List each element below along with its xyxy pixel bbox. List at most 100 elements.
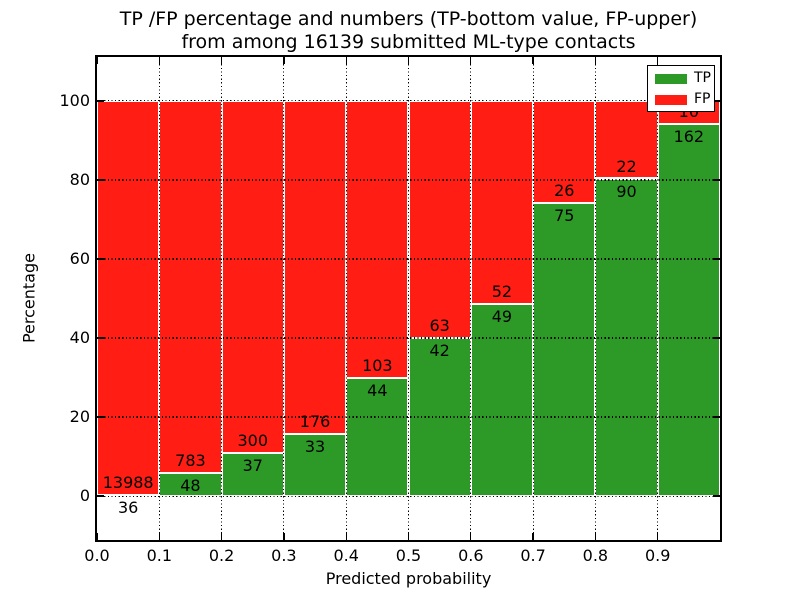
bar-value-label-fp: 63 xyxy=(429,316,450,336)
x-tick-label: 0.4 xyxy=(333,546,359,565)
y-tick-mark-right xyxy=(713,495,720,497)
x-tick-mark-bottom xyxy=(657,533,659,540)
x-tick-mark-top xyxy=(345,57,347,64)
bar-value-label-fp: 300 xyxy=(237,430,269,450)
y-tick-mark-right xyxy=(713,416,720,418)
bar-segment-fp xyxy=(346,100,409,378)
chart-title-line1: TP /FP percentage and numbers (TP-bottom… xyxy=(119,8,698,30)
x-tick-mark-top xyxy=(594,57,597,64)
tp-swatch-icon xyxy=(655,73,687,84)
gridline-vertical xyxy=(283,57,285,540)
x-tick-label: 0.5 xyxy=(395,546,422,565)
y-tick-mark-left xyxy=(97,416,104,418)
bar-value-label-tp: 44 xyxy=(367,380,388,400)
bar-value-label-fp: 22 xyxy=(616,156,637,176)
x-tick-label: 0.8 xyxy=(582,546,609,565)
bar-value-label-fp: 783 xyxy=(175,451,206,471)
bar-segment-fp xyxy=(221,100,284,453)
y-tick-mark-left xyxy=(97,495,104,497)
x-axis-label: Predicted probability xyxy=(325,569,492,588)
x-tick-mark-bottom xyxy=(407,533,410,540)
y-tick-label: 100 xyxy=(59,90,90,110)
bar-segment-fp xyxy=(470,100,534,305)
chart-title: TP /FP percentage and numbers (TP-bottom… xyxy=(97,8,720,54)
gridline-vertical xyxy=(407,57,410,540)
x-tick-mark-bottom xyxy=(594,533,597,540)
x-tick-mark-bottom xyxy=(158,533,160,540)
x-tick-mark-bottom xyxy=(470,533,472,540)
gridline-vertical xyxy=(594,57,596,540)
x-tick-mark-bottom xyxy=(220,533,223,540)
legend-label-tp: TP xyxy=(694,70,711,86)
gridline-vertical xyxy=(158,57,160,540)
x-tick-mark-top xyxy=(407,57,410,64)
bar-value-label-tp: 48 xyxy=(180,476,201,496)
x-tick-mark-top xyxy=(220,57,223,64)
bar-segment-fp xyxy=(408,100,471,338)
bar-value-label-fp: 13988 xyxy=(102,473,154,493)
x-tick-mark-bottom xyxy=(96,533,98,540)
y-tick-label: 0 xyxy=(79,486,90,506)
y-tick-mark-right xyxy=(713,337,720,339)
y-tick-label: 80 xyxy=(69,169,90,189)
x-tick-mark-top xyxy=(96,57,98,64)
plot-frame: 13988 36 783 48 300 37 176 33 103 44 63 42 52 49 26 75 2… xyxy=(95,55,722,542)
bar-value-label-tp: 75 xyxy=(554,205,575,225)
y-tick-mark-left xyxy=(97,258,104,260)
bar-segment-fp xyxy=(97,100,160,496)
x-tick-mark-top xyxy=(470,57,472,64)
x-tick-mark-bottom xyxy=(345,533,347,540)
x-tick-label: 0.3 xyxy=(271,546,297,565)
bar-value-label-fp: 103 xyxy=(362,355,393,375)
legend-entry-tp: TP xyxy=(655,70,711,86)
bar-value-label-tp: 90 xyxy=(616,181,637,201)
y-tick-label: 40 xyxy=(69,328,90,348)
x-tick-mark-top xyxy=(532,57,534,64)
bar-value-label-tp: 37 xyxy=(242,455,263,475)
legend: TP FP xyxy=(647,65,715,112)
bar-value-label-tp: 42 xyxy=(429,341,450,361)
y-tick-mark-right xyxy=(713,258,720,260)
x-tick-mark-top xyxy=(158,57,160,64)
legend-label-fp: FP xyxy=(694,91,711,107)
bar-segment-fp xyxy=(595,100,658,179)
y-tick-mark-left xyxy=(97,337,104,339)
bar-value-label-fp: 26 xyxy=(554,180,575,200)
y-tick-mark-right xyxy=(713,179,720,181)
x-tick-mark-bottom xyxy=(532,533,534,540)
legend-entry-fp: FP xyxy=(655,91,711,107)
x-tick-mark-top xyxy=(657,57,659,64)
y-tick-label: 60 xyxy=(69,248,90,268)
bar-segment-tp xyxy=(657,123,720,497)
fp-swatch-icon xyxy=(655,94,687,105)
gridline-vertical xyxy=(657,57,659,540)
y-tick-mark-left xyxy=(97,100,104,102)
bar-segment-fp xyxy=(159,100,222,474)
x-tick-label: 0.6 xyxy=(458,546,484,565)
y-axis-label: Percentage xyxy=(19,253,39,344)
bar-value-label-tp: 36 xyxy=(117,498,139,518)
x-tick-label: 0.0 xyxy=(84,546,110,565)
gridline-vertical xyxy=(470,57,472,540)
x-tick-label: 0.2 xyxy=(208,546,235,565)
x-tick-label: 0.1 xyxy=(146,546,173,565)
gridline-vertical xyxy=(345,57,347,540)
gridline-vertical xyxy=(532,57,534,540)
y-tick-mark-left xyxy=(97,179,104,181)
chart-title-line2: from among 16139 submitted ML-type conta… xyxy=(181,31,636,53)
x-tick-mark-bottom xyxy=(283,533,285,540)
bar-value-label-fp: 52 xyxy=(491,282,513,302)
bar-value-label-tp: 33 xyxy=(304,436,326,456)
bar-value-label-fp: 176 xyxy=(299,411,331,431)
plot-area: 13988 36 783 48 300 37 176 33 103 44 63 42 52 49 26 75 2… xyxy=(96,57,720,540)
bar-value-label-tp: 49 xyxy=(491,307,513,327)
x-tick-mark-top xyxy=(283,57,285,64)
gridline-vertical xyxy=(221,57,223,540)
x-tick-label: 0.7 xyxy=(520,546,546,565)
bar-value-label-tp: 162 xyxy=(673,126,705,146)
bar-segment-tp xyxy=(533,202,596,497)
y-tick-label: 20 xyxy=(69,407,90,427)
y-tick-mark-right xyxy=(713,100,720,102)
x-tick-label: 0.9 xyxy=(644,546,671,565)
